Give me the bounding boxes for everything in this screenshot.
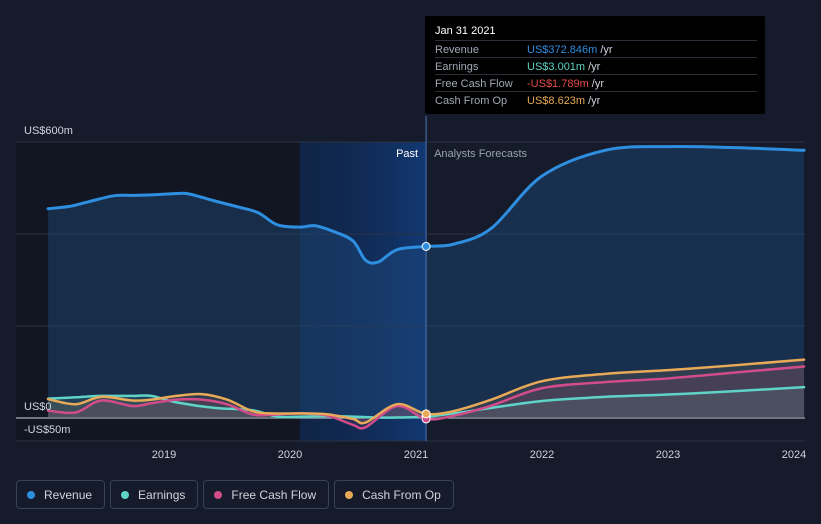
series-line-cash-from-op bbox=[46, 358, 806, 425]
legend-item-revenue[interactable]: Revenue bbox=[16, 480, 106, 509]
legend-label: Cash From Op bbox=[362, 487, 441, 502]
series-line-free-cash-flow bbox=[46, 365, 806, 430]
past-label: Past bbox=[396, 148, 418, 160]
legend-item-cash-from-op[interactable]: Cash From Op bbox=[334, 480, 454, 509]
series-line-revenue bbox=[46, 144, 806, 265]
tooltip: Jan 31 2021 Revenue US$372.846m/yr Earni… bbox=[425, 16, 765, 114]
tooltip-value: -US$1.789m bbox=[527, 78, 589, 90]
forecast-label: Analysts Forecasts bbox=[434, 148, 527, 160]
y-axis-label-zero: US$0 bbox=[24, 401, 52, 413]
x-tick-label: 2020 bbox=[278, 449, 302, 461]
tooltip-label: Cash From Op bbox=[435, 95, 508, 107]
tooltip-label: Earnings bbox=[435, 61, 479, 73]
legend-label: Free Cash Flow bbox=[231, 487, 317, 502]
x-tick-label: 2021 bbox=[404, 449, 428, 461]
tooltip-row-fcf: Free Cash Flow -US$1.789m/yr bbox=[435, 74, 757, 92]
tooltip-value: US$3.001m bbox=[527, 61, 586, 73]
tooltip-unit: /yr bbox=[600, 44, 613, 56]
tooltip-unit: /yr bbox=[588, 61, 601, 73]
legend-label: Earnings bbox=[138, 487, 186, 502]
legend-item-free-cash-flow[interactable]: Free Cash Flow bbox=[203, 480, 330, 509]
tooltip-unit: /yr bbox=[588, 95, 601, 107]
legend-item-earnings[interactable]: Earnings bbox=[110, 480, 199, 509]
dot-icon bbox=[214, 490, 223, 499]
tooltip-row-earnings: Earnings US$3.001m/yr bbox=[435, 57, 757, 75]
x-tick-label: 2024 bbox=[782, 449, 806, 461]
tooltip-date: Jan 31 2021 bbox=[435, 25, 496, 37]
tooltip-row-cfo: Cash From Op US$8.623m/yr bbox=[435, 91, 757, 109]
tooltip-value: US$8.623m bbox=[527, 95, 586, 107]
tooltip-unit: /yr bbox=[591, 78, 604, 90]
x-tick-label: 2023 bbox=[656, 449, 680, 461]
dot-icon bbox=[27, 490, 35, 499]
y-axis-label-bottom: -US$50m bbox=[24, 424, 70, 436]
dot-icon bbox=[345, 490, 354, 499]
x-tick-label: 2022 bbox=[530, 449, 554, 461]
y-axis-label-top: US$600m bbox=[24, 125, 73, 137]
x-tick-label: 2019 bbox=[152, 449, 176, 461]
highlight-gradient bbox=[300, 142, 427, 441]
highlight-point-revenue bbox=[421, 241, 431, 251]
tooltip-label: Revenue bbox=[435, 44, 480, 56]
highlight-point-cash-from-op bbox=[421, 409, 431, 419]
tooltip-label: Free Cash Flow bbox=[435, 78, 513, 90]
legend: Revenue Earnings Free Cash Flow Cash Fro… bbox=[16, 480, 454, 509]
tooltip-row-revenue: Revenue US$372.846m/yr bbox=[435, 40, 757, 58]
legend-label: Revenue bbox=[44, 487, 93, 502]
dot-icon bbox=[121, 490, 130, 499]
tooltip-value: US$372.846m bbox=[527, 44, 598, 56]
